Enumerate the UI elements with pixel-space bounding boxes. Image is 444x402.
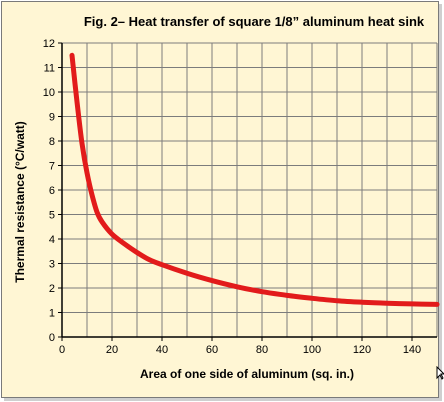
y-tick-label: 3 (49, 259, 55, 271)
x-tick-label: 120 (353, 344, 371, 356)
x-tick-label: 140 (403, 344, 421, 356)
grid (61, 42, 438, 338)
y-tick-label: 1 (49, 308, 55, 320)
x-tick-label: 0 (59, 344, 65, 356)
y-axis-label: Thermal resistance (°C/watt) (13, 121, 27, 283)
x-axis-ticks: 0 20 40 60 80 100 120 140 (59, 337, 421, 356)
y-tick-label: 2 (49, 283, 55, 295)
x-tick-label: 40 (156, 344, 168, 356)
series-line (69, 52, 440, 307)
y-tick-label: 8 (49, 136, 55, 148)
x-tick-label: 80 (256, 344, 268, 356)
y-tick-label: 0 (49, 332, 55, 344)
x-tick-label: 20 (106, 344, 118, 356)
y-tick-label: 6 (49, 185, 55, 197)
chart-title: Fig. 2– Heat transfer of square 1/8” alu… (84, 14, 425, 29)
y-tick-label: 11 (44, 63, 55, 75)
y-tick-label: 4 (49, 234, 55, 246)
y-tick-label: 5 (49, 210, 55, 222)
series-group (69, 52, 440, 307)
x-tick-label: 60 (206, 344, 218, 356)
y-tick-label: 7 (49, 161, 55, 173)
x-tick-label: 100 (303, 344, 321, 356)
mouse-cursor-icon (436, 366, 444, 380)
x-axis-label: Area of one side of aluminum (sq. in.) (140, 367, 354, 381)
y-tick-label: 9 (49, 112, 55, 124)
y-tick-label: 12 (43, 38, 55, 50)
y-tick-label: 10 (43, 87, 55, 99)
